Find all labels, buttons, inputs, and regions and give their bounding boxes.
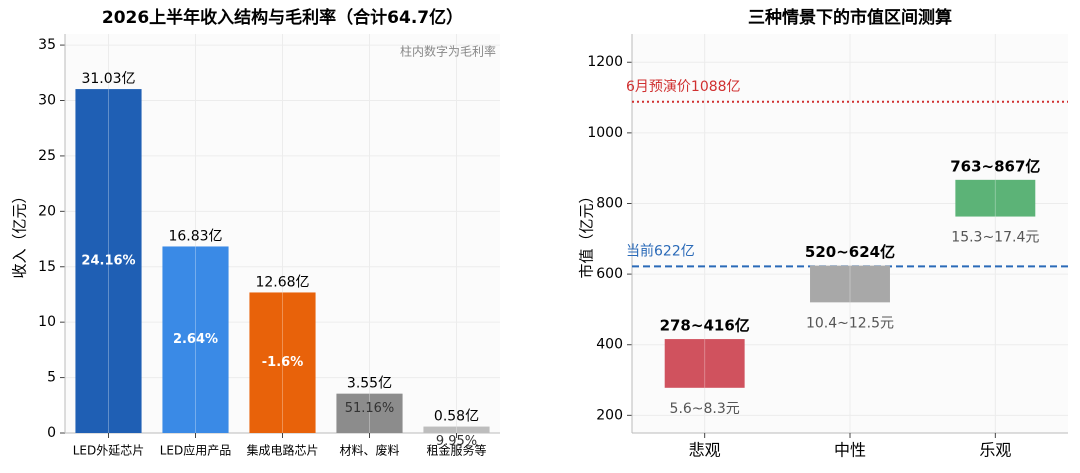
bar	[336, 393, 403, 433]
y-axis-label: 收入（亿元）	[11, 188, 29, 278]
y-tick-label: 35	[38, 37, 56, 53]
y-tick-label: 30	[38, 93, 56, 109]
value-label: 12.68亿	[255, 274, 309, 290]
range-bar	[664, 339, 745, 388]
y-axis-label: 市值（亿元）	[578, 188, 596, 278]
x-tick-label: 集成电路芯片	[246, 443, 318, 458]
y-tick-label: 5	[47, 370, 56, 386]
bar	[249, 292, 316, 433]
inner-label: -1.6%	[262, 355, 303, 370]
x-tick-label: 租金服务等	[426, 443, 486, 458]
bar	[162, 246, 229, 433]
inner-label: 51.16%	[345, 401, 395, 416]
y-tick-label: 25	[38, 148, 56, 164]
y-tick-label: 400	[596, 337, 623, 353]
x-tick-label: 乐观	[979, 441, 1011, 460]
y-tick-label: 20	[38, 203, 56, 219]
bar	[423, 426, 490, 433]
y-tick-label: 0	[47, 425, 56, 441]
y-tick-label: 1200	[587, 54, 623, 70]
sub-label: 15.3~17.4元	[951, 230, 1039, 246]
range-bar	[955, 179, 1036, 217]
reference-label: 当前622亿	[626, 242, 695, 259]
chart-title: 2026上半年收入结构与毛利率（合计64.7亿）	[102, 7, 463, 28]
value-label: 0.58亿	[434, 409, 479, 425]
value-label: 278~416亿	[660, 317, 750, 335]
chart-title: 三种情景下的市值区间测算	[748, 7, 952, 28]
bar	[75, 89, 142, 433]
x-tick-label: LED应用产品	[160, 443, 232, 458]
x-tick-label: 悲观	[689, 441, 721, 460]
x-tick-label: 材料、废料	[339, 443, 399, 458]
value-label: 3.55亿	[347, 376, 392, 392]
value-label: 763~867亿	[950, 157, 1040, 175]
value-label: 16.83亿	[168, 228, 222, 244]
inner-label: 24.16%	[81, 254, 135, 269]
y-tick-label: 200	[596, 407, 623, 423]
x-tick-label: LED外延芯片	[73, 444, 145, 458]
inner-label: 9.95%	[436, 434, 477, 449]
annotation: 柱内数字为毛利率	[400, 44, 496, 59]
y-tick-label: 800	[596, 195, 623, 211]
y-tick-label: 1000	[587, 125, 623, 141]
x-tick-label: 中性	[834, 441, 866, 460]
value-label: 31.03亿	[81, 71, 135, 87]
y-tick-label: 10	[38, 314, 56, 330]
y-tick-label: 600	[596, 266, 623, 282]
y-tick-label: 15	[38, 259, 56, 275]
reference-label: 6月预演价1088亿	[626, 79, 741, 95]
value-label: 520~624亿	[805, 243, 895, 261]
sub-label: 5.6~8.3元	[670, 401, 740, 417]
range-bar	[810, 265, 890, 303]
inner-label: 2.64%	[173, 332, 218, 347]
sub-label: 10.4~12.5元	[806, 315, 894, 331]
